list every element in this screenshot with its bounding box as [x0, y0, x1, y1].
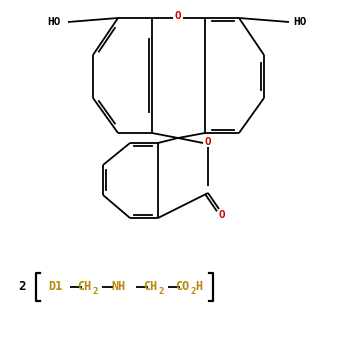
Text: 2: 2 [18, 280, 26, 294]
Text: 2: 2 [190, 286, 196, 296]
Text: H: H [195, 280, 202, 294]
Text: HO: HO [293, 17, 307, 27]
Text: CH: CH [77, 280, 91, 294]
Text: O: O [205, 137, 211, 147]
Text: 2: 2 [92, 286, 98, 296]
Text: HO: HO [47, 17, 61, 27]
Text: NH: NH [111, 280, 125, 294]
Text: O: O [175, 11, 181, 21]
Text: CH: CH [143, 280, 157, 294]
Text: CO: CO [175, 280, 189, 294]
Text: D1: D1 [48, 280, 62, 294]
Text: O: O [218, 210, 225, 220]
Text: 2: 2 [158, 286, 164, 296]
